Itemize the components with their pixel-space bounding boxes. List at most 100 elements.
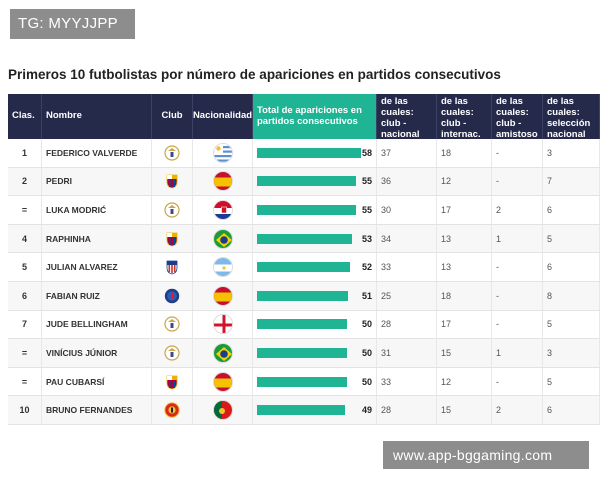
row-club xyxy=(152,139,193,167)
row-club-internac: 15 xyxy=(437,396,492,424)
row-club xyxy=(152,167,193,196)
header-club-nacional: de las cuales: club - nacional xyxy=(377,94,437,140)
row-club xyxy=(152,196,193,224)
stats-table: Clas. Nombre Club Nacionalidad Total de … xyxy=(8,94,600,425)
row-rank: 5 xyxy=(8,253,42,281)
row-total: 55 xyxy=(253,196,377,224)
row-nationality xyxy=(193,339,253,367)
total-value: 55 xyxy=(361,204,372,215)
row-club-nacional: 33 xyxy=(377,253,437,281)
row-nationality xyxy=(193,224,253,253)
row-player-name: RAPHINHA xyxy=(42,224,152,253)
total-bar xyxy=(257,204,356,215)
row-club xyxy=(152,339,193,367)
real-madrid-crest-icon xyxy=(164,145,180,161)
table-row: 1 FEDERICO VALVERDE 58 37 18-3 xyxy=(8,139,600,168)
row-rank: = xyxy=(8,196,42,224)
table-row: 2 PEDRI 55 36 12-7 xyxy=(8,167,600,197)
row-club-amistoso: - xyxy=(492,139,543,167)
brazil-flag-icon xyxy=(212,342,233,363)
row-club-amistoso: - xyxy=(492,310,543,339)
row-player-name: JUDE BELLINGHAM xyxy=(42,310,152,339)
row-club-nacional: 34 xyxy=(377,224,437,253)
row-club-internac: 18 xyxy=(437,139,492,167)
total-value: 55 xyxy=(361,176,372,187)
row-club xyxy=(152,224,193,253)
row-rank: = xyxy=(8,367,42,396)
row-rank: 7 xyxy=(8,310,42,339)
total-bar xyxy=(257,147,361,158)
row-club-amistoso: - xyxy=(492,167,543,196)
page-title: Primeros 10 futbolistas por número de ap… xyxy=(8,67,501,82)
total-bar xyxy=(257,347,347,358)
real-madrid-crest-icon xyxy=(164,202,180,218)
row-club-amistoso: 1 xyxy=(492,224,543,253)
real-madrid-crest-icon xyxy=(164,316,180,332)
row-seleccion: 3 xyxy=(543,339,600,367)
row-player-name: JULIAN ALVAREZ xyxy=(42,253,152,281)
total-value: 58 xyxy=(361,147,372,158)
row-nationality xyxy=(193,396,253,424)
row-club-nacional: 28 xyxy=(377,396,437,424)
site-url-tag: www.app-bggaming.com xyxy=(383,441,589,469)
row-player-name: PEDRI xyxy=(42,167,152,196)
brazil-flag-icon xyxy=(212,228,233,249)
row-total: 58 xyxy=(253,139,377,167)
row-total: 50 xyxy=(253,339,377,367)
row-player-name: VINÍCIUS JÚNIOR xyxy=(42,339,152,367)
total-bar xyxy=(257,376,347,387)
row-rank: = xyxy=(8,339,42,367)
header-seleccion: de las cuales: selección nacional xyxy=(543,94,600,140)
row-club-nacional: 31 xyxy=(377,339,437,367)
header-club-amistoso: de las cuales: club - amistoso xyxy=(492,94,543,140)
total-bar xyxy=(257,262,351,273)
row-nationality xyxy=(193,281,253,310)
row-nationality xyxy=(193,310,253,339)
table-row: 6 FABIAN RUIZ 51 25 18-8 xyxy=(8,281,600,311)
row-rank: 4 xyxy=(8,224,42,253)
row-seleccion: 5 xyxy=(543,310,600,339)
spain-flag-icon xyxy=(212,285,233,306)
row-seleccion: 3 xyxy=(543,139,600,167)
row-rank: 1 xyxy=(8,139,42,167)
table-row: = VINÍCIUS JÚNIOR 50 31 15 1 3 xyxy=(8,339,600,368)
table-row: 10 BRUNO FERNANDES 49 28 15 2 6 xyxy=(8,396,600,425)
row-club-nacional: 36 xyxy=(377,167,437,196)
table-row: = PAU CUBARSÍ 50 33 12-5 xyxy=(8,367,600,397)
row-club xyxy=(152,310,193,339)
row-club-nacional: 33 xyxy=(377,367,437,396)
row-club-nacional: 28 xyxy=(377,310,437,339)
row-club-amistoso: 2 xyxy=(492,196,543,224)
row-club-amistoso: - xyxy=(492,367,543,396)
row-seleccion: 5 xyxy=(543,224,600,253)
row-player-name: FEDERICO VALVERDE xyxy=(42,139,152,167)
row-total: 51 xyxy=(253,281,377,310)
row-club-internac: 17 xyxy=(437,196,492,224)
total-bar xyxy=(257,319,347,330)
header-club: Club xyxy=(152,94,193,139)
row-total: 55 xyxy=(253,167,377,196)
uruguay-flag-icon xyxy=(212,142,233,163)
row-club-nacional: 25 xyxy=(377,281,437,310)
row-seleccion: 5 xyxy=(543,367,600,396)
row-club-internac: 12 xyxy=(437,167,492,196)
croatia-flag-icon xyxy=(212,199,233,220)
header-name: Nombre xyxy=(42,94,152,139)
watermark-tag: TG: MYYJJPP xyxy=(10,9,135,39)
row-total: 50 xyxy=(253,310,377,339)
spain-flag-icon xyxy=(212,371,233,392)
row-seleccion: 6 xyxy=(543,253,600,281)
row-total: 49 xyxy=(253,396,377,424)
header-rank: Clas. xyxy=(8,94,42,139)
row-rank: 2 xyxy=(8,167,42,196)
row-rank: 6 xyxy=(8,281,42,310)
barcelona-crest-icon xyxy=(164,374,180,390)
barcelona-crest-icon xyxy=(164,173,180,189)
row-club-internac: 17 xyxy=(437,310,492,339)
header-nationality: Nacionalidad xyxy=(193,94,253,139)
barcelona-crest-icon xyxy=(164,231,180,247)
row-club-internac: 13 xyxy=(437,224,492,253)
real-madrid-crest-icon xyxy=(164,345,180,361)
row-club xyxy=(152,396,193,424)
table-row: = LUKA MODRIĆ 55 30 17 2 6 xyxy=(8,196,600,225)
